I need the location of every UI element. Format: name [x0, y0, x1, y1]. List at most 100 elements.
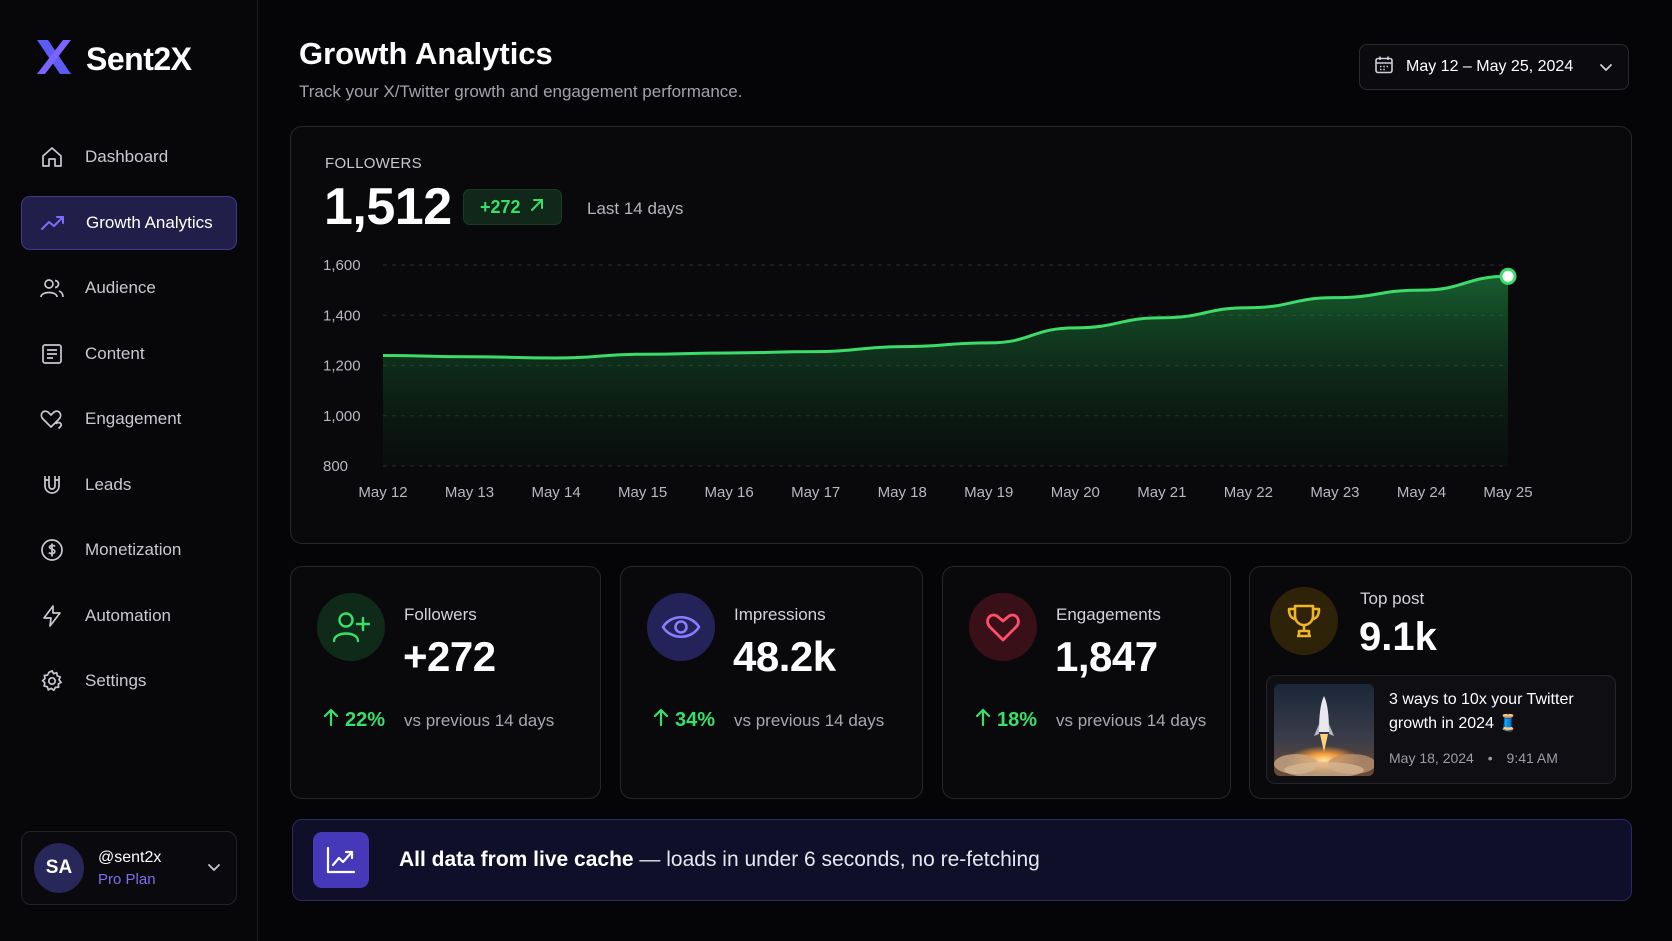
- account-switcher[interactable]: SA @sent2x Pro Plan: [21, 831, 237, 905]
- chart-period: Last 14 days: [587, 199, 684, 218]
- x-tick-label: May 12: [358, 484, 407, 501]
- sidebar-item-engagement[interactable]: Engagement: [21, 392, 237, 446]
- sidebar-item-leads[interactable]: Leads: [21, 458, 237, 512]
- impressions-stat-card: Impressions 48.2k 34% vs previous 14 day…: [620, 566, 923, 799]
- sidebar-item-label: Leads: [85, 474, 132, 494]
- top-post-preview[interactable]: 3 ways to 10x your Twitter growth in 202…: [1266, 675, 1616, 784]
- arrow-up-icon: [653, 708, 669, 732]
- x-tick-label: May 14: [531, 484, 580, 501]
- x-tick-label: May 25: [1483, 484, 1532, 501]
- sidebar-item-label: Monetization: [85, 540, 182, 559]
- sidebar-item-automation[interactable]: Automation: [21, 589, 237, 643]
- user-plus-icon: [317, 593, 385, 661]
- document-icon: [39, 341, 65, 367]
- y-tick-label: 1,200: [323, 358, 361, 375]
- stat-change-value: 34%: [675, 708, 716, 731]
- account-plan: Pro Plan: [98, 870, 156, 888]
- sidebar-item-label: Automation: [85, 605, 171, 625]
- live-cache-banner: All data from live cache — loads in unde…: [292, 819, 1632, 901]
- top-post-title: 3 ways to 10x your Twitter growth in 202…: [1389, 691, 1574, 732]
- x-tick-label: May 17: [791, 484, 840, 501]
- heart-icon: [969, 593, 1037, 661]
- x-tick-label: May 19: [964, 484, 1013, 501]
- y-tick-label: 1,400: [323, 307, 361, 324]
- x-tick-label: May 23: [1310, 484, 1359, 501]
- arrow-up-right-icon: [529, 197, 545, 218]
- banner-message: All data from live cache — loads in unde…: [399, 848, 1040, 872]
- stat-value: 1,847: [1055, 633, 1158, 680]
- brand[interactable]: Sent2X: [34, 38, 192, 81]
- x-tick-label: May 20: [1051, 484, 1100, 501]
- sidebar-item-monetization[interactable]: Monetization: [21, 523, 237, 577]
- x-tick-label: May 15: [618, 484, 667, 501]
- engagements-stat-card: Engagements 1,847 18% vs previous 14 day…: [942, 566, 1231, 799]
- stat-label: Impressions: [734, 605, 826, 624]
- top-post-label: Top post: [1360, 589, 1425, 608]
- x-tick-label: May 22: [1224, 484, 1273, 501]
- top-post-meta: May 18, 2024 • 9:41 AM: [1389, 750, 1558, 766]
- stat-value: +272: [403, 633, 496, 680]
- delta-value: +272: [480, 196, 521, 217]
- stat-comparison: vs previous 14 days: [1056, 711, 1207, 730]
- arrow-up-icon: [323, 708, 339, 732]
- top-post-date: May 18, 2024: [1389, 750, 1474, 766]
- sidebar-nav: Dashboard Growth Analytics Audience Cont…: [21, 130, 237, 720]
- account-info: @sent2x Pro Plan: [98, 849, 161, 888]
- top-post-time: 9:41 AM: [1506, 750, 1558, 766]
- x-tick-label: May 24: [1397, 484, 1446, 501]
- latest-point: [1499, 267, 1517, 285]
- x-logo-icon: [34, 38, 74, 81]
- x-tick-label: May 16: [705, 484, 754, 501]
- chart-eyebrow: FOLLOWERS: [325, 155, 422, 172]
- sidebar-item-content[interactable]: Content: [21, 327, 237, 381]
- top-post-value: 9.1k: [1359, 615, 1437, 659]
- sidebar-item-dashboard[interactable]: Dashboard: [21, 130, 237, 184]
- bolt-icon: [39, 603, 65, 629]
- sidebar-item-label: Growth Analytics: [86, 212, 213, 232]
- sidebar-item-growth-analytics[interactable]: Growth Analytics: [21, 195, 237, 250]
- arrow-up-icon: [975, 708, 991, 732]
- dollar-icon: [39, 537, 65, 563]
- y-tick-label: 1,000: [323, 408, 361, 425]
- y-tick-label: 1,600: [323, 257, 361, 274]
- sidebar-item-audience[interactable]: Audience: [21, 261, 237, 315]
- top-post-card: Top post 9.1k: [1249, 566, 1632, 799]
- sidebar-item-settings[interactable]: Settings: [21, 654, 237, 708]
- followers-line-chart: 1,600 1,400 1,200 1,000 800 May 12 May 13 May 1…: [323, 257, 1533, 501]
- rocket-thumbnail: [1274, 684, 1374, 776]
- banner-rest-text: — loads in under 6 seconds, no re-fetchi…: [633, 848, 1040, 871]
- stat-change: 34%: [653, 708, 715, 732]
- chevron-down-icon: [1598, 59, 1614, 80]
- date-range-picker[interactable]: May 12 – May 25, 2024: [1359, 44, 1629, 90]
- stat-change: 22%: [323, 708, 385, 732]
- date-range-label: May 12 – May 25, 2024: [1406, 58, 1574, 75]
- followers-line: [382, 274, 1509, 360]
- x-tick-label: May 18: [878, 484, 927, 501]
- sidebar-item-label: Content: [85, 343, 145, 363]
- gear-icon: [39, 668, 65, 694]
- sidebar-item-label: Audience: [85, 278, 156, 297]
- followers-stat-card: Followers +272 22% vs previous 14 days: [290, 566, 601, 799]
- stat-label: Engagements: [1056, 605, 1161, 624]
- y-tick-label: 800: [323, 458, 348, 475]
- stat-change-value: 18%: [997, 708, 1038, 731]
- x-tick-label: May 21: [1137, 484, 1186, 501]
- stat-value: 48.2k: [733, 633, 836, 680]
- trophy-icon: [1270, 587, 1338, 655]
- magnet-icon: [39, 472, 65, 498]
- heart-icon: [39, 406, 65, 432]
- stat-change-value: 22%: [345, 708, 386, 731]
- page-title: Growth Analytics: [299, 36, 553, 71]
- sidebar-item-label: Dashboard: [85, 147, 169, 166]
- stat-comparison: vs previous 14 days: [734, 711, 885, 730]
- account-handle: @sent2x: [98, 848, 162, 866]
- users-icon: [39, 275, 65, 301]
- sidebar: Sent2X Dashboard Growth Analytics Audien…: [0, 0, 258, 941]
- brand-name: Sent2X: [86, 41, 192, 77]
- eye-icon: [647, 593, 715, 661]
- sidebar-item-label: Engagement: [85, 409, 182, 428]
- chevron-down-icon[interactable]: [206, 859, 222, 880]
- followers-chart-card: FOLLOWERS 1,512 +272 Last 14 days 1,600 1…: [290, 126, 1632, 544]
- home-icon: [39, 144, 65, 170]
- x-tick-label: May 13: [445, 484, 494, 501]
